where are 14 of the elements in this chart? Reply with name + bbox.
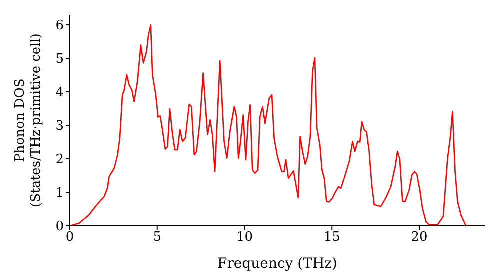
x-tick-label: 10 [236,230,254,246]
y-tick-label: 1 [56,186,64,202]
y-tick-label: 0 [56,220,64,235]
y-tick-label: 4 [56,86,64,101]
x-axis-title: Frequency (THz) [217,256,338,272]
x-tick-label: 0 [66,230,74,246]
y-tick-label: 6 [56,18,64,34]
x-tick-label: 15 [324,230,340,246]
y-tick-label: 2 [56,152,64,168]
x-tick-label: 5 [153,230,162,246]
y-tick-label: 5 [56,52,64,68]
y-tick-label: 3 [56,119,64,134]
x-tick-label: 20 [411,230,428,246]
y-axis-title: Phonon DOS (States/THz·primitive cell) [13,33,44,208]
